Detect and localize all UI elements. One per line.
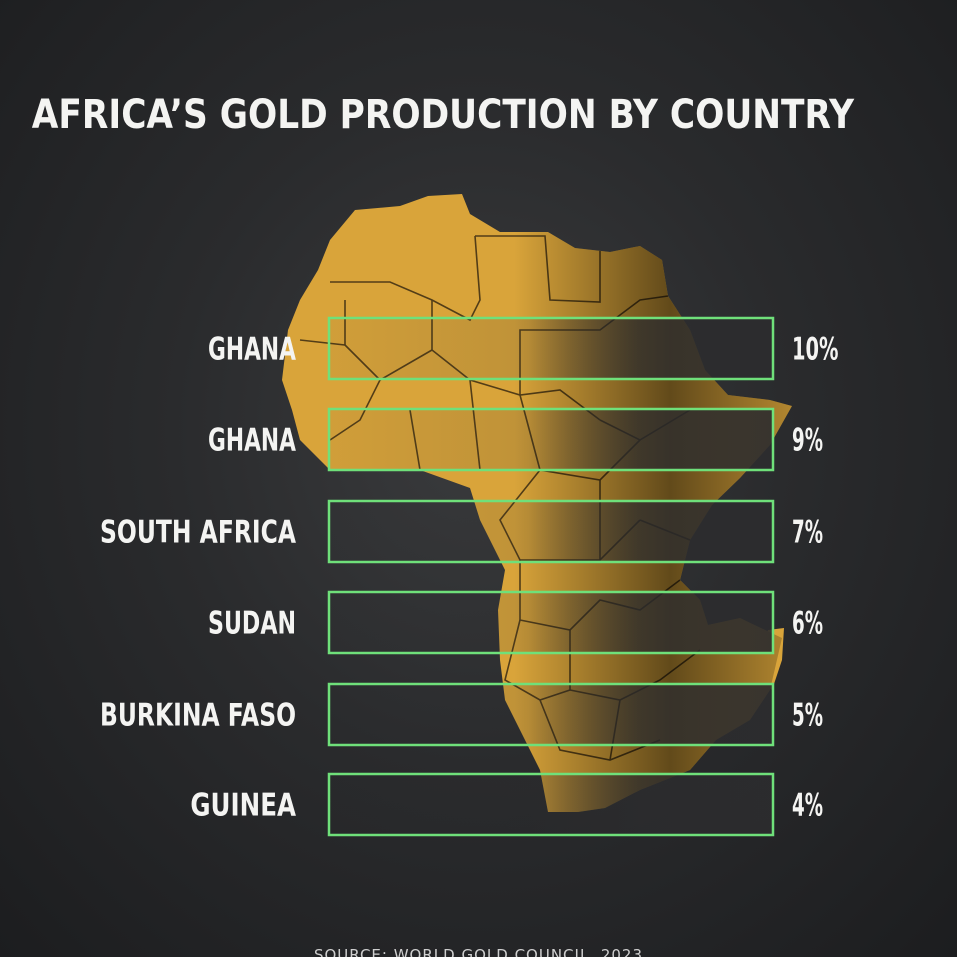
value-label-2: 9% [792,423,823,459]
bar-5 [327,682,775,747]
category-label-4: SUDAN [208,606,296,642]
category-label-5: BURKINA FASO [100,698,296,734]
bar-3 [327,499,775,564]
bar-6 [327,772,775,837]
category-label-1: GHANA [208,332,296,368]
source-note: SOURCE: WORLD GOLD COUNCIL, 2023 [313,946,644,957]
category-label-6: GUINEA [190,788,296,824]
bar-4 [327,590,775,655]
bars-group: GHANA 10% GHANA 9% SOUTH AFRICA 7% SUDAN 6% BURK… [100,316,839,837]
value-label-4: 6% [792,606,823,642]
bar-1 [327,316,775,381]
category-label-3: SOUTH AFRICA [100,515,296,551]
bar-2 [327,407,775,472]
value-label-3: 7% [792,515,823,551]
value-label-1: 10% [792,332,839,368]
category-label-2: GHANA [208,423,296,459]
value-label-5: 5% [792,698,823,734]
chart-title: AFRICA’S GOLD PRODUCTION BY COUNTRY [31,92,855,138]
value-label-6: 4% [792,788,823,824]
